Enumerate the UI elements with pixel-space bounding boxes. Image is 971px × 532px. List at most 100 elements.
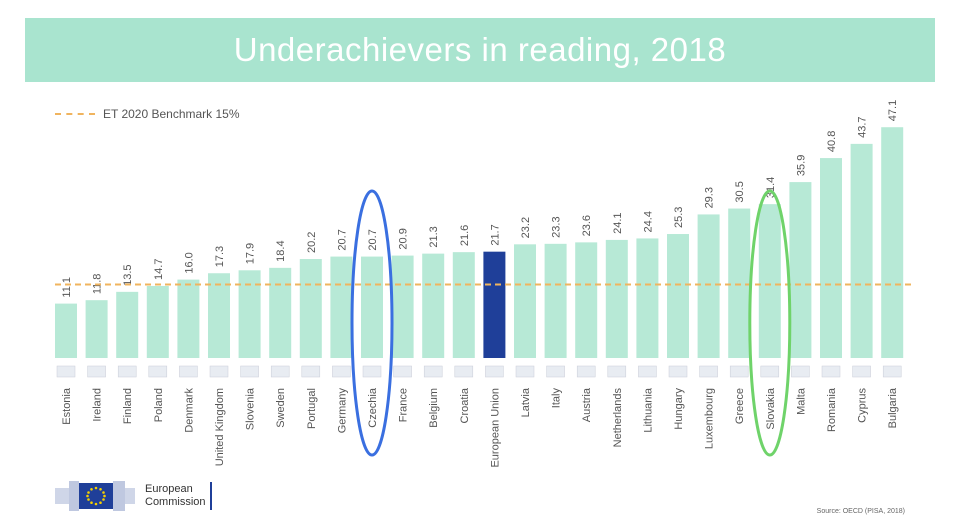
value-label: 43.7	[857, 116, 869, 137]
category-label: Romania	[826, 387, 838, 432]
benchmark-legend: ET 2020 Benchmark 15%	[55, 107, 240, 121]
value-label: 18.4	[275, 240, 287, 261]
bar	[299, 259, 322, 358]
bar	[238, 270, 261, 358]
value-label: 16.0	[183, 252, 195, 273]
bar	[514, 244, 536, 358]
flag-icon	[87, 365, 106, 378]
european-commission-logo: European Commission	[55, 475, 212, 517]
category-label: Slovenia	[245, 387, 257, 430]
benchmark-legend-dash	[55, 113, 95, 115]
bar	[146, 285, 169, 358]
value-label: 14.7	[153, 259, 165, 280]
bar	[208, 273, 230, 358]
category-label: Italy	[551, 388, 563, 409]
value-label: 21.3	[428, 226, 440, 247]
flag-icon	[515, 365, 535, 378]
flag-icon	[454, 365, 474, 378]
bar	[636, 238, 659, 358]
category-label: United Kingdom	[214, 388, 226, 466]
value-label: 20.2	[306, 232, 318, 253]
logo-divider	[209, 482, 212, 510]
flag-icon	[668, 365, 688, 378]
category-label: Lithuania	[642, 387, 654, 433]
flag-icon	[240, 365, 259, 378]
category-label: Bulgaria	[887, 387, 899, 428]
category-label: Germany	[336, 388, 348, 434]
flag-icon	[423, 365, 443, 378]
category-label: Malta	[795, 387, 807, 415]
flag-icon	[362, 365, 382, 378]
category-label: Latvia	[520, 387, 532, 417]
category-label: Sweden	[275, 388, 287, 428]
category-label: Croatia	[459, 387, 471, 423]
flag-icon	[821, 365, 841, 378]
bar	[116, 291, 139, 358]
bar	[483, 251, 506, 358]
category-label: Netherlands	[612, 388, 624, 448]
bar	[422, 253, 445, 358]
value-label: 30.5	[734, 181, 746, 202]
bar	[881, 127, 904, 359]
bar	[789, 182, 812, 358]
category-label: France	[398, 388, 410, 422]
flag-icon	[607, 365, 627, 378]
value-label: 20.9	[398, 228, 410, 249]
bar	[820, 158, 842, 358]
category-label: Ireland	[92, 388, 104, 422]
logo-line-1: European	[145, 483, 193, 495]
value-label: 24.4	[642, 211, 654, 232]
bar	[850, 143, 873, 358]
flag-icon	[179, 365, 198, 378]
flag-icon	[332, 365, 351, 378]
flag-icon	[852, 365, 871, 378]
bar	[758, 204, 781, 358]
bar	[605, 239, 628, 358]
flag-icon	[882, 365, 902, 378]
bar	[667, 234, 689, 358]
bar	[269, 267, 292, 358]
chart-title: Underachievers in reading, 2018	[233, 31, 727, 68]
value-label: 40.8	[826, 131, 838, 152]
category-label: Finland	[122, 388, 134, 424]
value-label: 47.1	[887, 100, 899, 121]
category-label: Austria	[581, 387, 593, 422]
bar	[697, 214, 720, 358]
flag-icon	[576, 365, 596, 378]
value-label: 17.9	[245, 243, 257, 264]
flag-icon	[638, 365, 657, 378]
flag-icon	[117, 365, 137, 378]
value-label: 23.2	[520, 217, 532, 238]
bar	[177, 279, 200, 358]
chart-title-banner: Underachievers in reading, 2018	[25, 18, 935, 82]
category-label: Greece	[734, 388, 746, 424]
value-label: 35.9	[795, 155, 807, 176]
category-label: Hungary	[673, 388, 685, 430]
value-label: 17.3	[214, 246, 226, 267]
flag-icon	[546, 365, 565, 378]
flag-icon	[729, 365, 749, 378]
flag-icon	[699, 365, 718, 378]
bar	[55, 303, 77, 358]
bar	[452, 252, 475, 358]
value-label: 13.5	[122, 264, 134, 285]
flag-icon	[760, 365, 780, 378]
value-label: 11.1	[61, 277, 73, 298]
bar	[361, 256, 383, 358]
value-label: 20.7	[336, 229, 348, 250]
category-label: Czechia	[367, 387, 379, 428]
value-label: 21.7	[489, 224, 501, 245]
flag-icon	[56, 365, 76, 378]
category-label: Denmark	[183, 388, 195, 433]
flag-icon	[148, 365, 168, 378]
value-label: 20.7	[367, 229, 379, 250]
bar	[391, 255, 414, 358]
category-label: Belgium	[428, 388, 440, 428]
flag-icon	[301, 365, 321, 378]
value-label: 21.6	[459, 225, 471, 246]
benchmark-legend-label: ET 2020 Benchmark 15%	[103, 107, 240, 121]
flag-icon	[209, 365, 229, 378]
bar	[85, 300, 108, 358]
value-label: 24.1	[612, 212, 624, 233]
